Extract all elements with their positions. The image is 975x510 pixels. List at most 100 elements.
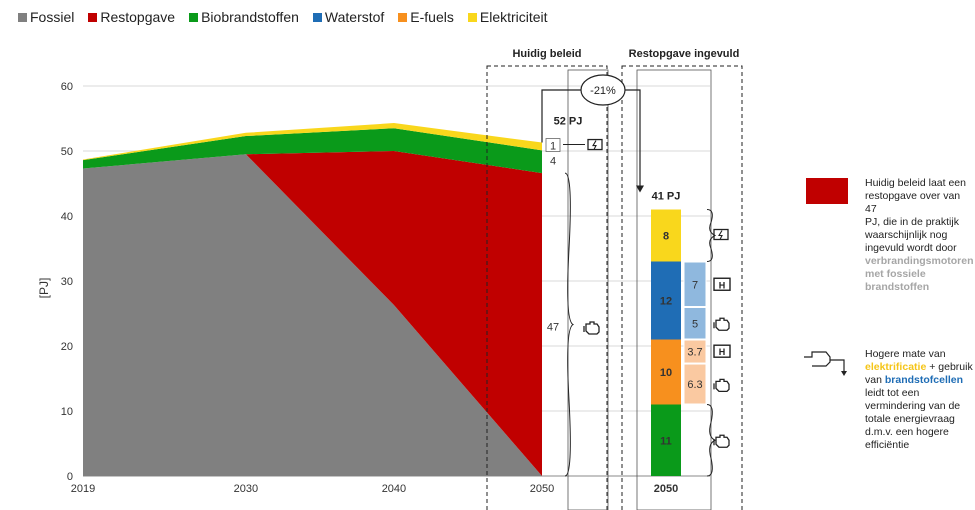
y-tick-labels: 0 10 20 30 40 50 60: [61, 81, 73, 483]
note-efficiency: Hogere mate van elektrificatie + gebruik…: [865, 348, 973, 451]
split-segment: [683, 339, 707, 364]
split-label: 6.3: [687, 379, 702, 391]
legend-label: Restopgave: [100, 9, 176, 25]
bar-label: 12: [660, 296, 672, 308]
x-tick-label: 2019: [71, 483, 95, 495]
y-tick-label: 10: [61, 406, 73, 418]
restopgave-box: [621, 65, 743, 510]
fuelcell-shape: [713, 344, 731, 358]
legend-label: Elektriciteit: [479, 9, 548, 25]
annotations: 11 10 12 8 6.3 3.7 5 7 2050 41 PJ Huidig beleid Res…: [486, 48, 848, 510]
area-fossiel: [83, 154, 542, 476]
legend: Fossiel Restopgave Biobrandstoffen Water…: [18, 9, 548, 25]
bar-segment-e-fuels: [651, 339, 681, 405]
legend-label: Waterstof: [324, 9, 385, 25]
split-segment: [683, 261, 707, 307]
bio-value: 4: [550, 156, 556, 168]
reduction-badge: [580, 74, 626, 106]
legend-swatch: [18, 12, 27, 22]
area-elektriciteit: [83, 123, 542, 161]
restopgave-header: Restopgave ingevuld: [629, 48, 740, 60]
bar-label: 10: [660, 367, 672, 379]
legend-swatch: [88, 12, 98, 22]
engine-icon: [583, 321, 600, 335]
elektriciteit-value: 1: [550, 141, 556, 153]
battery-icon: [587, 138, 603, 151]
huidig-inner-box: [567, 69, 609, 510]
fuelcell-shape: [713, 277, 731, 291]
bar-segment-waterstof: [651, 261, 681, 340]
fuelcell-glyph: H: [719, 347, 726, 357]
y-axis-label: [PJ]: [37, 278, 51, 299]
legend-swatch: [398, 12, 408, 22]
area-restopgave: [83, 151, 542, 476]
x-tick-labels: 2019 2030 2040 2050: [71, 483, 554, 495]
legend-label: Biobrandstoffen: [201, 9, 299, 25]
engine-shape: [715, 317, 730, 331]
bar-segment-elektriciteit: [651, 209, 681, 262]
engine-icon: [713, 317, 730, 331]
legend-label: Fossiel: [30, 9, 75, 25]
restopgave-inner-box: [636, 69, 712, 510]
engine-icon: [713, 434, 730, 448]
efficiency-arrow-icon: [804, 351, 847, 376]
y-tick-label: 50: [61, 146, 73, 158]
fuelcell-icon: H: [713, 344, 731, 358]
reduction-arrowhead: [636, 185, 644, 193]
note-restopgave: Huidig beleid laat een restopgave over v…: [865, 177, 974, 293]
area-series: [83, 123, 542, 476]
brace-bio: [706, 404, 717, 477]
battery-icon: [713, 228, 729, 241]
y-tick-label: 60: [61, 81, 73, 93]
legend-item-restopgave: Restopgave: [88, 9, 175, 25]
huidig-beleid-box: [486, 65, 608, 510]
legend-item-waterstof: Waterstof: [312, 9, 385, 25]
split-label: 3.7: [687, 347, 702, 359]
legend-item-fossiel: Fossiel: [18, 9, 74, 25]
split-label: 7: [692, 279, 698, 291]
fuelcell-glyph: H: [719, 280, 726, 290]
bar-total-label: 41 PJ: [652, 191, 681, 203]
restopgave-value: 47: [547, 322, 559, 334]
split-segment: [683, 307, 707, 340]
engine-shape: [585, 321, 600, 335]
arrow-line: [830, 359, 845, 372]
split-label: 5: [692, 318, 698, 330]
arrow-engine: [804, 351, 831, 367]
reduction-label: -21%: [590, 85, 616, 97]
huidig-total-label: 52 PJ: [554, 116, 583, 128]
y-tick-label: 40: [61, 211, 73, 223]
legend-swatch: [312, 12, 322, 22]
arrow-head: [841, 371, 847, 376]
x-tick-label: 2050: [530, 483, 554, 495]
bar-year-label: 2050: [654, 483, 678, 495]
y-tick-label: 30: [61, 276, 73, 288]
x-tick-label: 2030: [234, 483, 258, 495]
battery-bolt: [718, 230, 723, 240]
bar-segment-biobrandstoffen: [651, 404, 681, 476]
bar-label: 11: [660, 435, 672, 447]
huidig-beleid-header: Huidig beleid: [512, 48, 581, 60]
engine-shape: [715, 434, 730, 448]
legend-item-biobrandstoffen: Biobrandstoffen: [189, 9, 299, 25]
battery-shape: [713, 228, 729, 241]
legend-swatch: [189, 12, 199, 22]
engine-shape: [715, 378, 730, 393]
legend-label: E-fuels: [410, 9, 454, 25]
engine-icon: [713, 378, 730, 393]
brace-elektriciteit: [706, 209, 717, 262]
restopgave-swatch: [806, 178, 848, 204]
battery-bolt: [592, 140, 597, 150]
bar-label: 8: [663, 231, 669, 243]
area-biobrandstoffen: [83, 128, 542, 174]
x-tick-label: 2040: [382, 483, 406, 495]
legend-swatch: [467, 12, 477, 22]
brace-restopgave: [564, 172, 575, 477]
split-segment: [683, 363, 707, 405]
fuelcell-icon: H: [713, 277, 731, 291]
legend-item-elektriciteit: Elektriciteit: [467, 9, 548, 25]
y-tick-label: 20: [61, 341, 73, 353]
battery-shape: [587, 138, 603, 151]
legend-item-efuels: E-fuels: [398, 9, 454, 25]
